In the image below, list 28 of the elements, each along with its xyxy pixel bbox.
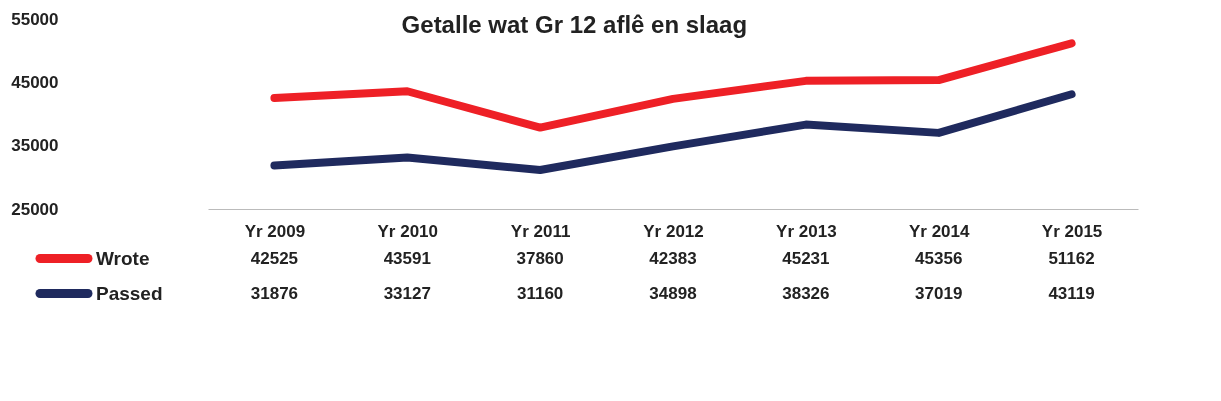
data-label: 42525 (250, 248, 299, 268)
data-label: 31160 (516, 283, 564, 303)
y-tick-label: 45000 (11, 72, 59, 92)
y-tick-label: 35000 (11, 136, 59, 156)
data-label: 38326 (782, 283, 830, 303)
chart-title: Getalle wat Gr 12 aflê en slaag (401, 11, 748, 38)
x-tick-label: Yr 2014 (908, 221, 971, 241)
data-label: 45231 (782, 248, 830, 268)
y-tick-label: 55000 (11, 9, 59, 29)
x-tick-label: Yr 2012 (643, 221, 704, 241)
data-label: 45356 (915, 248, 963, 268)
x-tick-label: Yr 2009 (244, 221, 306, 241)
data-label: 37019 (915, 283, 963, 303)
data-label: 33127 (383, 283, 431, 303)
data-label: 31876 (250, 283, 299, 303)
y-tick-label: 25000 (11, 199, 59, 219)
data-label: 34898 (649, 283, 697, 303)
data-label: 43119 (1048, 283, 1095, 303)
data-label: 37860 (516, 248, 564, 268)
data-label: 51162 (1048, 248, 1095, 268)
x-tick-label: Yr 2011 (510, 221, 571, 241)
x-tick-label: Yr 2015 (1041, 221, 1103, 241)
data-label: 43591 (383, 248, 431, 268)
legend-label: Wrote (96, 247, 150, 269)
data-label: 42383 (649, 248, 697, 268)
x-tick-label: Yr 2010 (377, 221, 439, 241)
legend-label: Passed (96, 282, 163, 304)
x-tick-label: Yr 2013 (776, 221, 837, 241)
